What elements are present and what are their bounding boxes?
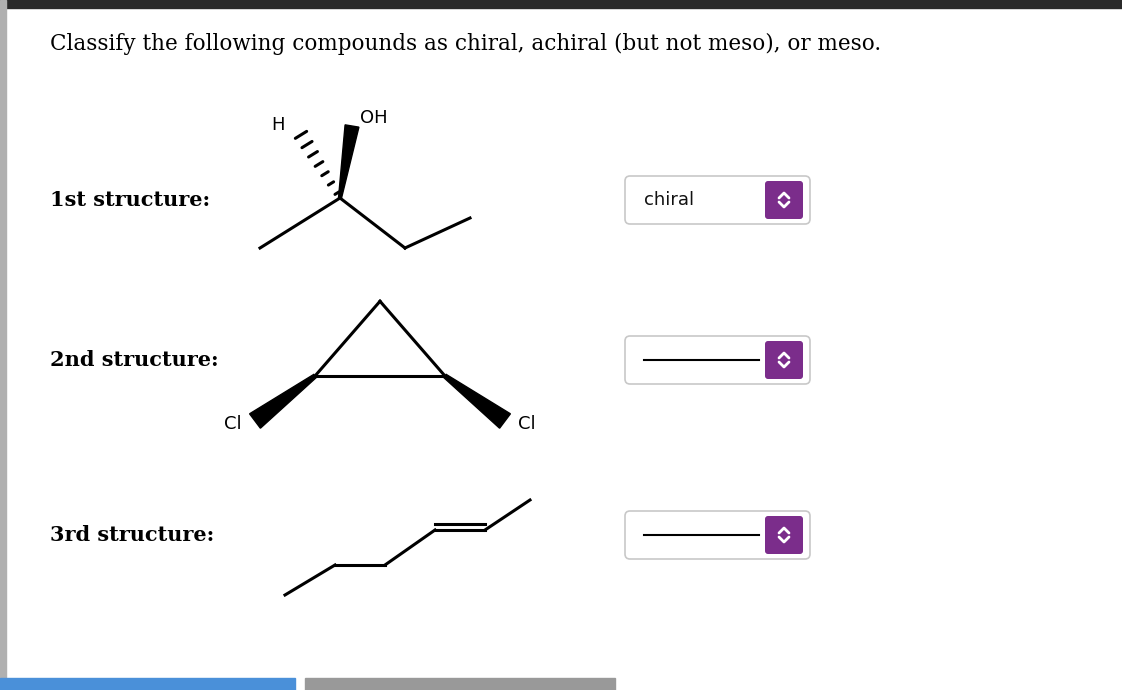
FancyBboxPatch shape <box>625 336 810 384</box>
Polygon shape <box>339 125 359 198</box>
FancyBboxPatch shape <box>625 511 810 559</box>
Bar <box>0 0 6 690</box>
Polygon shape <box>249 375 316 428</box>
Polygon shape <box>444 375 511 428</box>
Text: 1st structure:: 1st structure: <box>50 190 210 210</box>
Text: Cl: Cl <box>518 415 536 433</box>
Text: 3rd structure:: 3rd structure: <box>50 525 214 545</box>
Text: Classify the following compounds as chiral, achiral (but not meso), or meso.: Classify the following compounds as chir… <box>50 33 881 55</box>
Text: H: H <box>272 116 285 134</box>
Text: Cl: Cl <box>224 415 242 433</box>
Text: OH: OH <box>360 109 388 127</box>
Bar <box>0 0 1122 8</box>
Text: chiral: chiral <box>644 191 695 209</box>
FancyBboxPatch shape <box>765 341 803 379</box>
Bar <box>0 678 295 690</box>
FancyBboxPatch shape <box>625 176 810 224</box>
FancyBboxPatch shape <box>765 181 803 219</box>
FancyBboxPatch shape <box>765 516 803 554</box>
Bar <box>305 678 615 690</box>
Text: 2nd structure:: 2nd structure: <box>50 350 219 370</box>
